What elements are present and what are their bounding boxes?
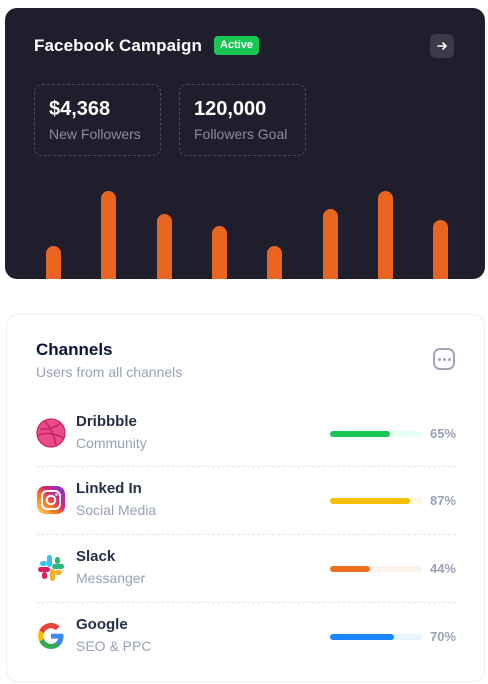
stat-followers-goal: 120,000 Followers Goal bbox=[179, 84, 306, 156]
progress-fill bbox=[330, 634, 395, 640]
progress-percent: 70% bbox=[429, 629, 456, 644]
progress-percent: 87% bbox=[429, 493, 456, 508]
chart-bar bbox=[157, 214, 172, 279]
channel-name: Dribbble bbox=[76, 413, 137, 430]
dribbble-icon bbox=[36, 418, 66, 448]
stat-new-followers: $4,368 New Followers bbox=[34, 84, 161, 156]
progress-fill bbox=[330, 431, 390, 437]
channel-row-google[interactable]: Google SEO & PPC 70% bbox=[36, 603, 456, 669]
channels-subtitle: Users from all channels bbox=[36, 364, 183, 380]
stat-label: New Followers bbox=[49, 126, 141, 142]
channel-row-dribbble[interactable]: Dribbble Community 65% bbox=[36, 400, 456, 466]
channels-card: Channels Users from all channels Dribbbl… bbox=[6, 314, 485, 682]
progress-track bbox=[330, 498, 422, 504]
chart-bar bbox=[212, 226, 227, 279]
chart-bar bbox=[267, 246, 282, 279]
stat-value: 120,000 bbox=[194, 98, 267, 120]
campaign-card: Facebook Campaign Active $4,368 New Foll… bbox=[5, 8, 485, 279]
slack-icon bbox=[38, 555, 64, 581]
progress-percent: 65% bbox=[429, 426, 456, 441]
stat-label: Followers Goal bbox=[194, 126, 288, 142]
divider bbox=[36, 534, 456, 535]
divider bbox=[36, 466, 456, 467]
chart-bar bbox=[46, 246, 61, 279]
chart-bar bbox=[323, 209, 338, 279]
more-options-button[interactable] bbox=[433, 348, 455, 370]
stat-value: $4,368 bbox=[49, 98, 111, 120]
followers-bar-chart bbox=[5, 8, 485, 279]
channel-row-linkedin[interactable]: Linked In Social Media 87% bbox=[36, 467, 456, 533]
progress-track bbox=[330, 566, 422, 572]
dot bbox=[442, 357, 446, 361]
chart-bar bbox=[101, 191, 116, 279]
arrow-right-icon bbox=[437, 42, 447, 50]
google-icon bbox=[38, 623, 64, 649]
channels-title: Channels bbox=[36, 340, 113, 359]
channel-category: Community bbox=[76, 435, 147, 451]
channel-name: Slack bbox=[76, 548, 116, 565]
divider bbox=[36, 602, 456, 603]
channel-name: Google bbox=[76, 616, 128, 633]
chart-bar bbox=[378, 191, 393, 279]
dot bbox=[437, 357, 441, 361]
campaign-title: Facebook Campaign bbox=[34, 36, 202, 55]
progress-percent: 44% bbox=[429, 561, 456, 576]
status-badge: Active bbox=[214, 36, 260, 55]
progress-fill bbox=[330, 566, 371, 572]
progress-track bbox=[330, 634, 422, 640]
progress-fill bbox=[330, 498, 411, 504]
channel-category: SEO & PPC bbox=[76, 638, 152, 654]
instagram-icon bbox=[37, 486, 65, 514]
dot bbox=[447, 357, 451, 361]
chart-bar bbox=[433, 220, 448, 279]
channel-category: Messanger bbox=[76, 570, 146, 586]
arrow-button[interactable] bbox=[430, 34, 454, 58]
channel-row-slack[interactable]: Slack Messanger 44% bbox=[36, 535, 456, 601]
channel-name: Linked In bbox=[76, 480, 142, 497]
channel-category: Social Media bbox=[76, 502, 157, 518]
progress-track bbox=[330, 431, 422, 437]
